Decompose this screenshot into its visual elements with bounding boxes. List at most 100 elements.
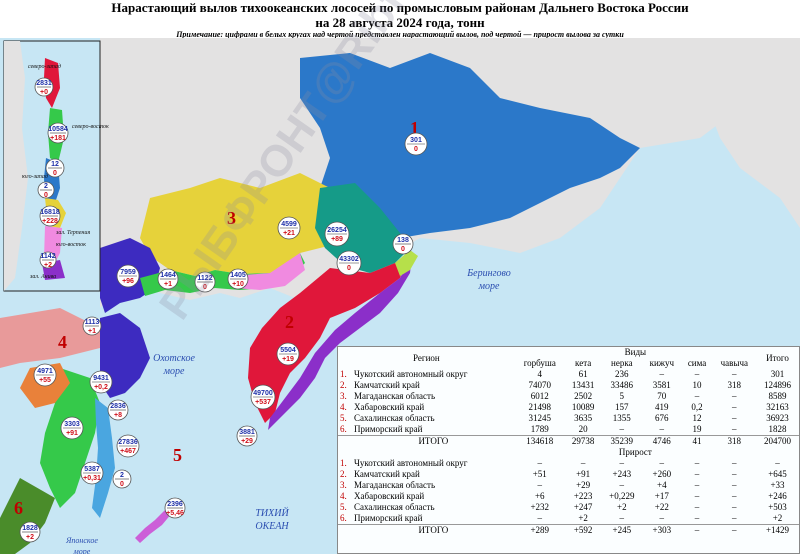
- row-value: 20: [578, 424, 588, 434]
- sea-label-pacific: ОКЕАН: [255, 521, 289, 532]
- inset-subregion-label: северо-запад: [28, 63, 61, 70]
- circle-catch-value: 1142: [40, 253, 55, 260]
- row-number: 3.: [340, 391, 347, 401]
- circle-growth-value: +91: [66, 430, 78, 437]
- table-row: 3. Магаданская область 6012 2502 5 70 – – 8589: [338, 391, 799, 402]
- species-header: сима: [687, 358, 707, 368]
- circle-catch-value: 2396: [167, 501, 183, 508]
- circle-growth-value: +8: [114, 412, 122, 419]
- row-value: –: [694, 480, 700, 490]
- circle-catch-value: 2836: [110, 403, 126, 410]
- region-chukotka: [300, 53, 640, 238]
- row-value: +260: [652, 469, 672, 479]
- region-magadan: [140, 173, 360, 276]
- catch-circle: 7959 +96: [116, 264, 140, 288]
- inset-catch-circle: 1142 +2: [39, 251, 57, 269]
- catch-circle: 27836 +467: [116, 434, 140, 458]
- inset-mainland: [4, 41, 28, 291]
- row-number: 5.: [340, 502, 347, 512]
- table-row: 1. Чукотский автономный округ 4 61 236 – – – 301: [338, 369, 799, 380]
- row-value: –: [694, 491, 700, 501]
- row-region: Чукотский автономный округ: [354, 458, 468, 468]
- catch-circle: 5387 +0,31: [80, 461, 104, 485]
- row-value: +223: [573, 491, 593, 501]
- row-region: Сахалинская область: [354, 502, 435, 512]
- circle-catch-value: 5387: [84, 466, 100, 473]
- circle-growth-value: +89: [331, 236, 343, 243]
- row-number: [338, 524, 352, 536]
- row-value: –: [732, 513, 737, 523]
- region-number: 6: [14, 498, 23, 518]
- circle-growth-value: +55: [39, 377, 51, 384]
- row-value: –: [732, 491, 737, 501]
- circle-growth-value: +19: [282, 356, 294, 363]
- sea-label-japan: Японское: [65, 536, 98, 545]
- species-header: кета: [575, 358, 592, 368]
- row-value: –: [681, 524, 713, 536]
- table-row: 3. Магаданская область – +29 – +4 – – +33: [338, 480, 799, 491]
- row-value: 19: [692, 424, 702, 434]
- species-header: чавыча: [720, 358, 748, 368]
- row-total: –: [775, 458, 780, 468]
- row-value: +247: [573, 502, 593, 512]
- region-khabarovsk-south: [100, 313, 150, 398]
- catch-table-panel: Регион Виды Итого горбуша кета нерка кижуч с…: [337, 346, 800, 554]
- growth-header: Прирост: [618, 447, 652, 457]
- species-header: нерка: [611, 358, 633, 368]
- row-region: Камчатский край: [354, 469, 420, 479]
- region-number: 1: [410, 118, 419, 138]
- circle-catch-value: 2: [44, 183, 48, 190]
- row-value: –: [732, 424, 737, 434]
- row-value: 61: [578, 369, 588, 379]
- species-header: кижуч: [649, 358, 675, 368]
- circle-catch-value: 49700: [253, 390, 273, 397]
- row-value: +289: [514, 524, 565, 536]
- row-number: 2.: [340, 380, 347, 390]
- row-value: +243: [612, 469, 632, 479]
- inset-subregion-label: зал. Терпения: [55, 230, 90, 236]
- table-row: 1. Чукотский автономный округ – – – – – – –: [338, 458, 799, 469]
- row-value: 70: [657, 391, 667, 401]
- circle-catch-value: 2: [120, 472, 124, 479]
- header: Нарастающий вылов тихоокеанских лососей …: [0, 0, 800, 40]
- row-value: –: [732, 480, 737, 490]
- region-kamchatka: [248, 253, 410, 423]
- row-value: 0,2: [691, 402, 703, 412]
- row-value: 12: [692, 413, 702, 423]
- row-value: +245: [601, 524, 643, 536]
- inset-catch-circle: 20: [37, 181, 55, 199]
- row-number: 4.: [340, 491, 347, 501]
- row-value: –: [619, 458, 625, 468]
- row-value: 318: [727, 380, 742, 390]
- catch-table: Регион Виды Итого горбуша кета нерка кижуч с…: [338, 347, 799, 536]
- row-value: –: [712, 524, 756, 536]
- row-region: Магаданская область: [354, 391, 436, 401]
- circle-catch-value: 26254: [327, 227, 347, 234]
- row-value: 5: [619, 391, 625, 401]
- alaska: [690, 38, 800, 228]
- table-row: 2. Камчатский край +51 +91 +243 +260 – – +645: [338, 469, 799, 480]
- circle-catch-value: 16818: [40, 209, 60, 216]
- row-value: +29: [576, 480, 591, 490]
- sea-label-okhotsk: Охотское: [153, 353, 195, 364]
- col-region-header: Регион: [413, 352, 440, 363]
- row-value: +592: [564, 524, 602, 536]
- note: Примечание: цифрами в белых кругах над ч…: [176, 30, 624, 39]
- circle-growth-value: 0: [44, 192, 48, 199]
- row-total: +503: [768, 502, 787, 512]
- row-value: 4746: [642, 435, 682, 447]
- row-total: 8589: [768, 391, 787, 401]
- catch-circle: 1122 0: [194, 271, 216, 293]
- circle-growth-value: +21: [283, 230, 295, 237]
- title-line1: Нарастающий вылов тихоокеанских лососей …: [111, 0, 689, 15]
- row-value: –: [732, 502, 737, 512]
- table-row: 6. Приморский край – +2 – – – – +2: [338, 513, 799, 525]
- circle-growth-value: 0: [53, 170, 57, 177]
- species-header: горбуша: [523, 358, 556, 368]
- circle-catch-value: 1464: [160, 272, 176, 279]
- circle-catch-value: 9431: [93, 375, 109, 382]
- circle-catch-value: 4599: [281, 221, 297, 228]
- inset-catch-circle: 16818 +228: [39, 205, 61, 227]
- circle-growth-value: +0: [40, 89, 48, 96]
